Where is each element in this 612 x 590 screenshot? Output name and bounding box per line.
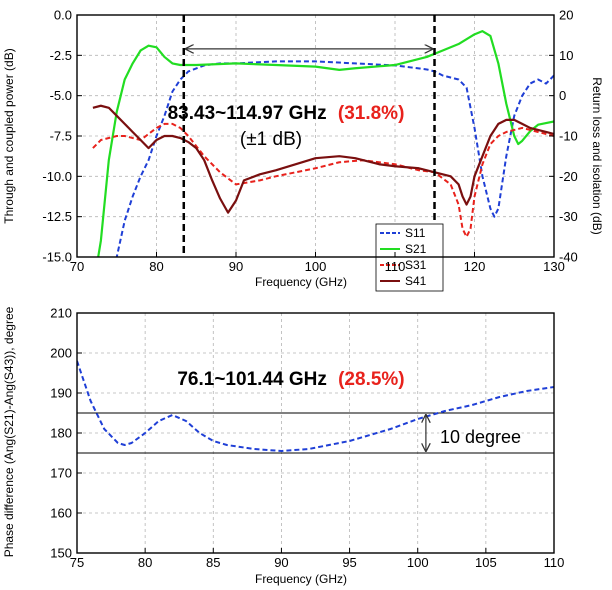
x-tick-label: 90 — [274, 555, 288, 570]
bottom-grid — [77, 313, 554, 553]
top-series-layer — [92, 30, 554, 257]
series-line-0 — [77, 360, 554, 452]
y-right-tick-label: -10 — [559, 129, 578, 144]
bottom-y-axis-label: Phase difference (Ang(S21)-Ang(S43)), de… — [2, 306, 16, 557]
y-right-tick-label: -20 — [559, 169, 578, 184]
x-tick-label: 80 — [149, 259, 163, 274]
top-x-axis-label: Frequency (GHz) — [255, 275, 347, 289]
chart-bottom: 76.1~101.44 GHz (28.5%) 10 degree 75 80 85… — [2, 306, 564, 587]
x-tick-label: 85 — [206, 555, 220, 570]
legend-label-s31: S31 — [405, 258, 427, 272]
y-tick-label: 150 — [50, 546, 72, 561]
y-right-tick-label: 0 — [559, 88, 566, 103]
y-tick-label: 180 — [50, 426, 72, 441]
x-tick-label: 100 — [407, 555, 429, 570]
top-y-axis-label: Through and coupled power (dB) — [2, 48, 16, 223]
bottom-x-axis-label: Frequency (GHz) — [255, 572, 347, 586]
y-right-tick-label: 10 — [559, 48, 573, 63]
top-axes-ticks: 70 80 90 100 110 120 1300.0-2.5-5.0-7.5-10.0-1… — [42, 8, 577, 275]
top-annotation-percent: (31.8%) — [338, 103, 405, 124]
legend-label-s41: S41 — [405, 274, 427, 288]
x-tick-label: 130 — [543, 259, 565, 274]
y-tick-label: 200 — [50, 346, 72, 361]
x-tick-label: 110 — [544, 555, 565, 570]
x-tick-label: 90 — [229, 259, 243, 274]
legend-label-s11: S11 — [405, 226, 426, 240]
x-tick-label: 70 — [70, 259, 84, 274]
bottom-bracket-label: 10 degree — [440, 427, 521, 447]
x-tick-label: 105 — [475, 555, 497, 570]
x-tick-label: 95 — [342, 555, 356, 570]
top-grid — [77, 15, 554, 257]
y-tick-label: -5.0 — [50, 88, 72, 103]
y-tick-label: -15.0 — [42, 250, 72, 265]
top-annotation-sub: (±1 dB) — [240, 129, 302, 150]
y-tick-label: -12.5 — [42, 209, 72, 224]
legend-label-s21: S21 — [405, 242, 427, 256]
bottom-axes-ticks: 75 80 85 90 95 100 105 110 210 200 190 180 170 160 150 — [50, 306, 564, 571]
y-tick-label: 160 — [50, 506, 72, 521]
bottom-series-layer — [77, 360, 554, 452]
x-tick-label: 75 — [70, 555, 84, 570]
y-tick-label: 210 — [50, 306, 72, 321]
y-tick-label: 190 — [50, 386, 72, 401]
y-tick-label: -2.5 — [50, 48, 72, 63]
top-annotation: 83.43~114.97 GHz (31.8%) — [168, 103, 405, 124]
x-tick-label: 100 — [305, 259, 327, 274]
y-right-tick-label: 20 — [559, 8, 573, 23]
bottom-annotation-percent: (28.5%) — [338, 369, 405, 390]
y-tick-label: -10.0 — [42, 169, 72, 184]
y-tick-label: -7.5 — [50, 129, 72, 144]
top-annotation-range: 83.43~114.97 GHz — [168, 103, 327, 124]
y-tick-label: 170 — [50, 466, 72, 481]
y-right-tick-label: -30 — [559, 209, 578, 224]
y-tick-label: 0.0 — [54, 8, 72, 23]
chart-top: 83.43~114.97 GHz (31.8%) (±1 dB) S11 S21 S… — [2, 8, 604, 292]
top-y-axis-label-right: Return loss and isolation (dB) — [590, 77, 604, 234]
x-tick-label: 120 — [464, 259, 486, 274]
series-line-s41 — [92, 104, 554, 214]
x-tick-label: 110 — [385, 259, 406, 274]
bottom-annotation: 76.1~101.44 GHz (28.5%) — [177, 369, 404, 390]
series-line-s31 — [92, 122, 554, 238]
x-tick-label: 80 — [138, 555, 152, 570]
y-right-tick-label: -40 — [559, 250, 578, 265]
series-line-s21 — [97, 30, 554, 257]
bottom-annotation-range: 76.1~101.44 GHz — [177, 369, 326, 390]
